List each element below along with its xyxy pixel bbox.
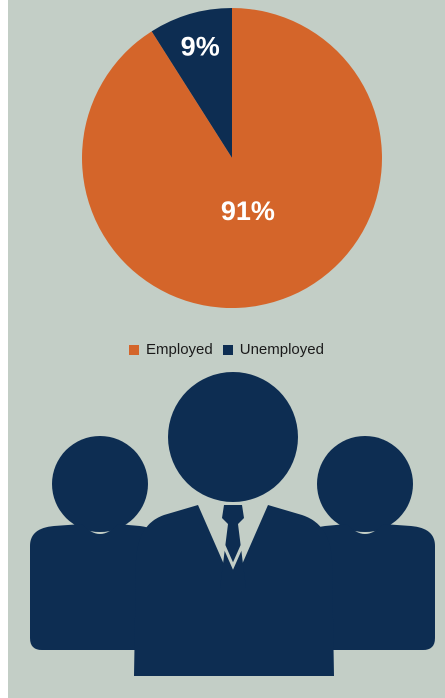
legend-label-employed: Employed bbox=[146, 341, 213, 358]
legend-item-employed: Employed bbox=[129, 341, 213, 358]
tie-icon bbox=[220, 505, 246, 606]
data-label-employed: 91% bbox=[221, 196, 275, 226]
infographic-panel: 9% 91% Employed Unemployed bbox=[8, 0, 445, 698]
pie-slice-employed bbox=[81, 8, 383, 308]
legend-label-unemployed: Unemployed bbox=[239, 341, 324, 358]
person-left-icon bbox=[30, 436, 158, 650]
person-center-icon bbox=[134, 372, 334, 676]
data-label-unemployed: 9% bbox=[181, 32, 220, 62]
legend-swatch-unemployed bbox=[222, 344, 233, 355]
pie-chart: 9% 91% bbox=[81, 8, 383, 308]
person-right-icon bbox=[307, 436, 435, 650]
users-group-icon bbox=[30, 372, 435, 676]
chart-legend: Employed Unemployed bbox=[8, 341, 445, 358]
pie-slice-unemployed bbox=[151, 8, 232, 158]
legend-swatch-employed bbox=[129, 344, 140, 355]
legend-item-unemployed: Unemployed bbox=[222, 341, 324, 358]
